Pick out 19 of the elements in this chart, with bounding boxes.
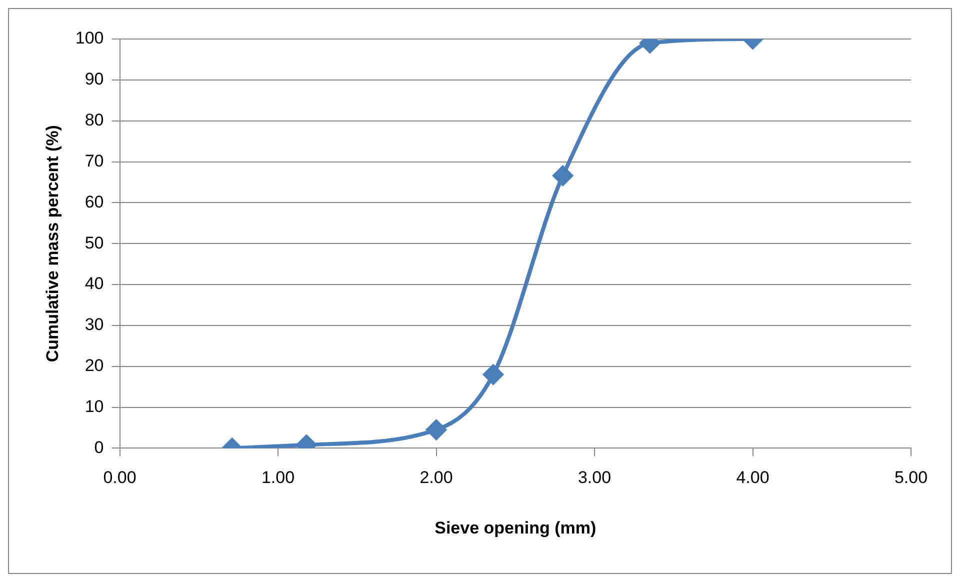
x-tick-label: 2.00 bbox=[420, 468, 453, 488]
y-tick-label: 90 bbox=[84, 70, 104, 89]
x-tick-label: 4.00 bbox=[736, 468, 770, 488]
y-tick-label: 40 bbox=[84, 274, 104, 294]
y-tick-label: 30 bbox=[84, 315, 104, 334]
y-tick-label: 100 bbox=[75, 28, 104, 48]
y-tick-label: 20 bbox=[84, 356, 104, 376]
x-tick-label: 5.00 bbox=[894, 468, 928, 488]
y-axis-title: Cumulative mass percent (%) bbox=[42, 125, 62, 362]
x-tick-label: 0.00 bbox=[103, 468, 136, 488]
y-tick-label: 0 bbox=[94, 438, 104, 457]
y-tick-label: 50 bbox=[84, 233, 104, 252]
x-tick-label: 1.00 bbox=[261, 468, 295, 488]
y-tick-label: 60 bbox=[84, 192, 104, 212]
y-tick-label: 70 bbox=[84, 151, 104, 170]
x-axis-title: Sieve opening (mm) bbox=[434, 518, 596, 538]
y-tick-label: 80 bbox=[84, 110, 104, 130]
x-tick-label: 3.00 bbox=[578, 468, 612, 488]
y-tick-label: 10 bbox=[84, 396, 104, 416]
